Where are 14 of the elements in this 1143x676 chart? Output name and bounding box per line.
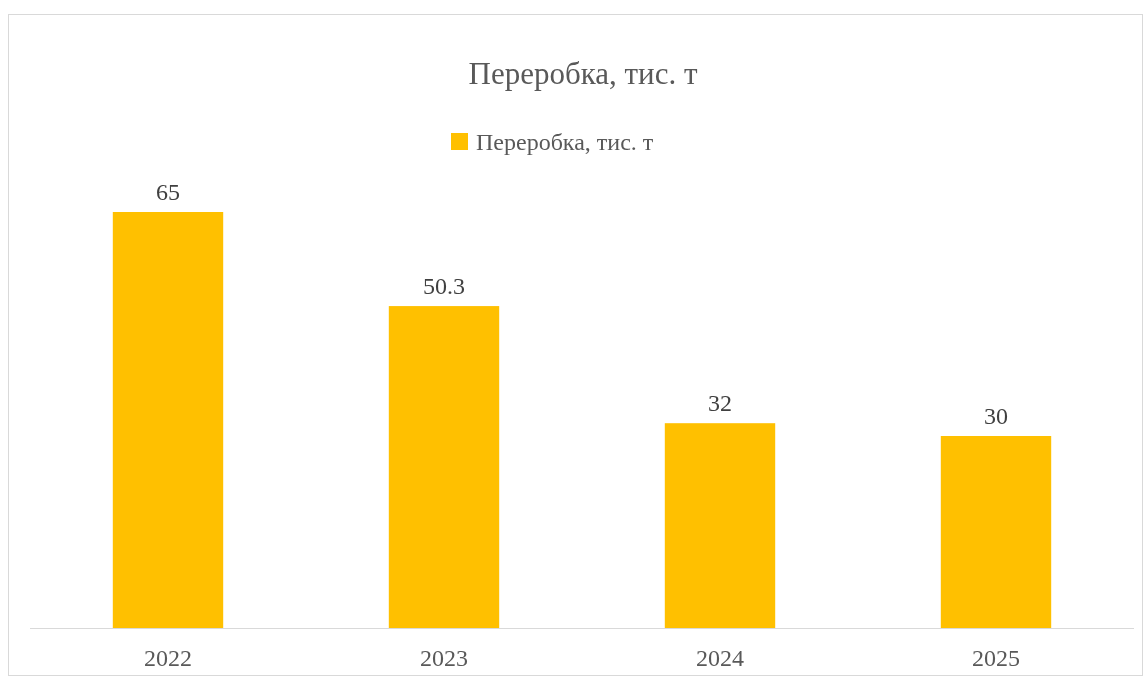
data-label: 30	[984, 403, 1008, 429]
bar	[664, 423, 776, 628]
data-label: 50.3	[423, 273, 465, 300]
x-tick-label: 2025	[972, 645, 1020, 671]
data-label: 65	[156, 179, 180, 205]
x-tick-label: 2024	[696, 645, 744, 671]
bar	[112, 212, 224, 628]
chart-title: Переробка, тис. т	[468, 56, 698, 91]
data-label: 32	[708, 390, 732, 417]
bar	[940, 436, 1052, 628]
x-tick-label: 2022	[144, 645, 192, 671]
bar	[388, 306, 500, 628]
legend-label: Переробка, тис. т	[476, 129, 654, 155]
x-tick-label: 2023	[420, 645, 468, 671]
